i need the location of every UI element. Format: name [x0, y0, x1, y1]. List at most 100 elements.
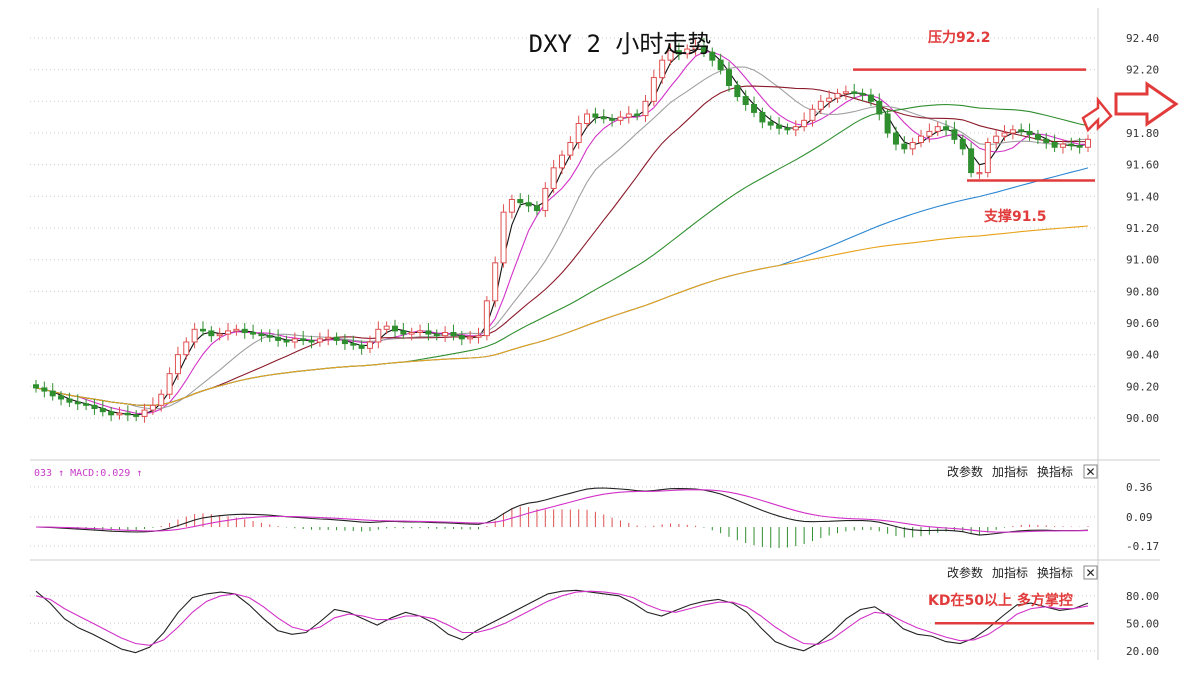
- candle-body: [517, 199, 524, 204]
- candle-body: [934, 126, 941, 132]
- candle-body: [951, 129, 958, 140]
- candle-body: [667, 50, 674, 61]
- candle-body: [1068, 143, 1075, 147]
- candle-body: [258, 333, 265, 337]
- y-tick-label: 91.60: [1126, 159, 1159, 172]
- y-tick-label: 90.00: [1126, 412, 1159, 425]
- macd-panel: [35, 487, 1089, 548]
- candle-body: [1059, 143, 1066, 148]
- candle-body: [625, 113, 632, 118]
- candle-body: [993, 135, 1000, 144]
- macd-indicator-label: 033 ↑ MACD:0.029 ↑: [34, 468, 142, 479]
- candle-body: [417, 330, 424, 333]
- candle-body: [533, 205, 540, 212]
- candle-body: [826, 97, 833, 102]
- y-tick-label: 0.09: [1126, 511, 1153, 524]
- candle-body: [634, 113, 641, 117]
- candle-body: [584, 113, 591, 124]
- kd-k-line: [35, 589, 1089, 654]
- candle-body: [558, 154, 566, 169]
- sub-gridlines: [30, 486, 1098, 652]
- y-tick-labels: 92.4092.2092.0091.8091.6091.4091.2091.00…: [1126, 32, 1159, 658]
- candle-body: [959, 138, 966, 150]
- candle-body: [291, 338, 298, 343]
- candle-body: [316, 338, 323, 343]
- macd-switch-indicator-button[interactable]: 换指标: [1037, 464, 1073, 479]
- candle-body: [909, 142, 916, 150]
- kd-params-button[interactable]: 改参数: [947, 565, 983, 580]
- macd-params-button[interactable]: 改参数: [947, 464, 983, 479]
- candle-body: [358, 344, 365, 349]
- y-tick-label: 80.00: [1126, 590, 1159, 603]
- kd-add-indicator-button[interactable]: 加指标: [992, 565, 1028, 580]
- candle-body: [834, 92, 841, 99]
- candle-body: [250, 332, 257, 335]
- candle-body: [366, 341, 373, 349]
- candle-body: [442, 332, 449, 337]
- ma120-line: [35, 167, 1089, 406]
- candle-body: [458, 335, 465, 340]
- candle-body: [283, 339, 290, 343]
- moving-average-lines: [35, 48, 1089, 416]
- candle-body: [550, 167, 557, 189]
- ma20-line: [35, 66, 1089, 410]
- candle-body: [392, 325, 399, 332]
- candle-body: [233, 328, 240, 332]
- candle-body: [901, 143, 908, 150]
- candle-body: [91, 404, 98, 410]
- candle-body: [784, 127, 791, 131]
- close-icon: ✕: [1085, 566, 1095, 580]
- candle-body: [141, 409, 148, 417]
- candle-body: [275, 336, 282, 341]
- candle-body: [467, 336, 474, 340]
- candle-body: [525, 202, 532, 207]
- y-tick-label: 91.20: [1126, 222, 1159, 235]
- candle-body: [876, 100, 883, 115]
- ma10-line: [35, 51, 1088, 415]
- candle-body: [592, 113, 599, 118]
- candle-body: [918, 135, 925, 144]
- candlesticks: [32, 38, 1092, 423]
- kd-close-button[interactable]: [1083, 565, 1098, 580]
- candle-body: [976, 172, 983, 175]
- macd-close-button[interactable]: [1083, 464, 1098, 479]
- y-tick-label: 90.20: [1126, 380, 1159, 393]
- candle-body: [734, 85, 741, 98]
- candle-body: [684, 48, 691, 55]
- kd-switch-indicator-button[interactable]: 换指标: [1037, 565, 1073, 580]
- candle-body: [1009, 129, 1016, 134]
- candle-body: [1084, 138, 1092, 148]
- candle-body: [83, 403, 90, 406]
- candle-body: [158, 393, 165, 406]
- candle-body: [1051, 142, 1058, 148]
- y-tick-label: -0.17: [1126, 540, 1159, 553]
- candle-body: [508, 199, 515, 213]
- candle-body: [1026, 130, 1033, 136]
- candle-body: [1034, 134, 1041, 140]
- candle-body: [700, 45, 707, 53]
- candle-body: [725, 69, 732, 86]
- candle-body: [191, 328, 198, 343]
- ma60-line: [35, 103, 1089, 406]
- candle-body: [183, 341, 190, 356]
- candle-body: [500, 211, 507, 264]
- candle-body: [375, 328, 382, 343]
- candle-body: [483, 300, 490, 337]
- y-tick-label: 0.36: [1126, 481, 1153, 494]
- candle-body: [792, 126, 799, 131]
- candle-body: [32, 384, 40, 389]
- ma250-line: [35, 225, 1089, 406]
- candle-body: [717, 59, 724, 71]
- candle-body: [408, 332, 415, 335]
- candle-body: [759, 111, 766, 123]
- y-tick-label: 91.40: [1126, 190, 1159, 203]
- chart-title: DXY 2 小时走势: [529, 30, 712, 58]
- candle-body: [124, 412, 131, 416]
- candle-body: [867, 94, 874, 102]
- close-icon: ✕: [1085, 465, 1095, 479]
- candle-body: [66, 398, 73, 403]
- candle-body: [149, 404, 156, 411]
- candle-body: [400, 330, 407, 335]
- macd-add-indicator-button[interactable]: 加指标: [992, 464, 1028, 479]
